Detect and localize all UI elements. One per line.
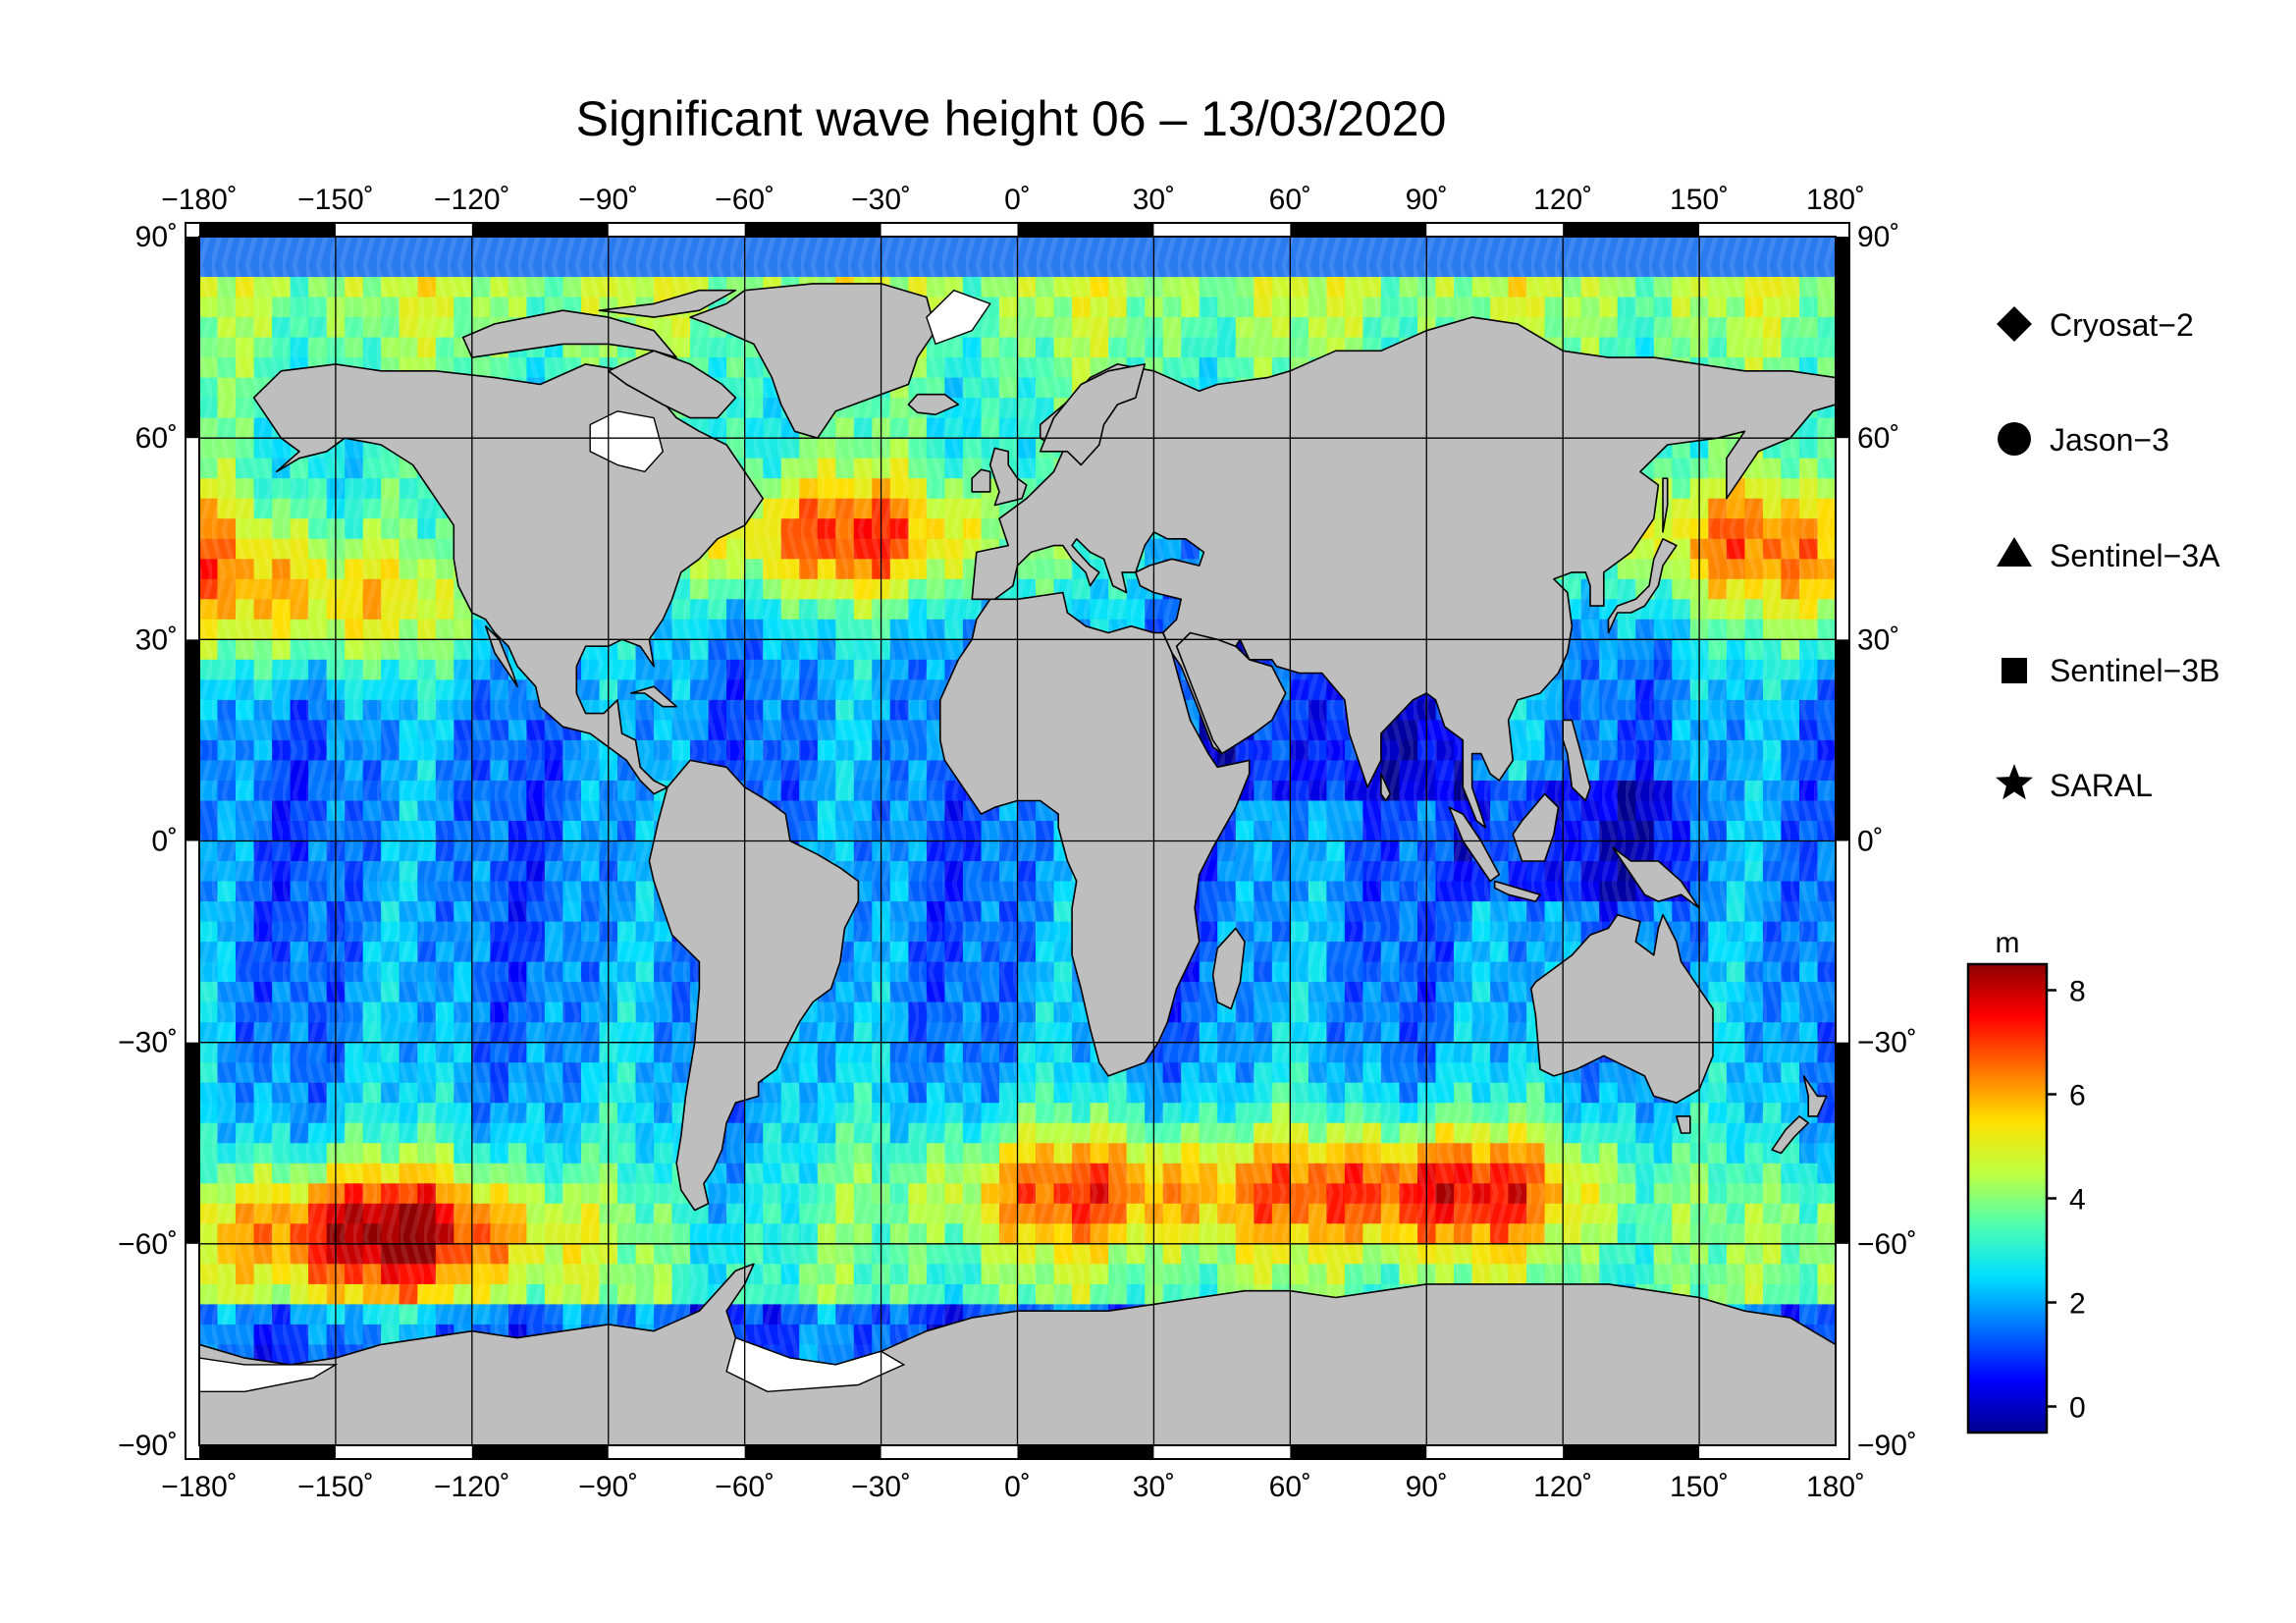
land-canadian-archipelago (461, 309, 677, 358)
ice-ross-shelf (199, 1357, 339, 1392)
land-tasmania (1676, 1115, 1691, 1134)
ice-greenland-sea (926, 289, 991, 346)
land-ireland (971, 468, 991, 493)
map-title: Significant wave height 06 – 13/03/2020 (576, 91, 1447, 146)
ice-weddell-shelf (725, 1336, 906, 1393)
land-new-zealand-north (1802, 1075, 1828, 1117)
land-cuba (630, 685, 677, 708)
land-europe-asia (971, 316, 1836, 829)
land-greenland (689, 283, 936, 439)
land-new-guinea (1612, 846, 1700, 909)
land-north-america (252, 363, 764, 795)
land-baffin-island (608, 350, 737, 419)
land-new-zealand-south (1771, 1115, 1809, 1155)
land-south-america (648, 759, 860, 1212)
land-sumatra (1448, 806, 1501, 883)
land-java (1493, 880, 1541, 902)
land-iceland (907, 393, 960, 415)
land-madagascar (1211, 927, 1246, 1010)
land-sakhalin (1662, 477, 1669, 533)
graticule (199, 237, 1836, 1445)
land-ellesmere-island (598, 289, 737, 318)
land-australia (1530, 913, 1714, 1104)
land-sri-lanka (1380, 773, 1391, 802)
map-panel: −180˚ −150˚ −120˚ −90˚ −60˚ −30˚ 0˚ 30˚ 60˚ 90˚ 12… (118, 184, 1917, 1503)
land-borneo (1512, 792, 1560, 862)
land-japan (1607, 538, 1678, 634)
land-scandinavia-fill (1039, 363, 1146, 466)
land-philippines (1562, 719, 1591, 802)
